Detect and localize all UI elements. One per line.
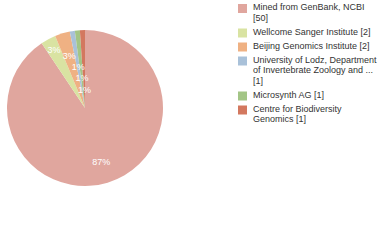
legend-label: University of Lodz, Departmentof Inverte… — [253, 55, 377, 86]
legend-swatch — [238, 4, 247, 13]
legend: Mined from GenBank, NCBI[50] Wellcome San… — [238, 2, 377, 124]
legend-swatch — [238, 29, 247, 38]
data-label: 3% — [63, 51, 76, 61]
legend-swatch — [238, 106, 247, 115]
legend-label: Wellcome Sanger Institute [2] — [253, 27, 370, 37]
legend-swatch — [238, 57, 247, 66]
data-label: 3% — [47, 45, 60, 55]
pie-slice — [7, 30, 163, 186]
legend-swatch — [238, 43, 247, 52]
data-label: 1% — [78, 85, 91, 95]
legend-swatch — [238, 92, 247, 101]
legend-label: Mined from GenBank, NCBI[50] — [253, 2, 365, 23]
data-label: 1% — [76, 73, 89, 83]
legend-label: Centre for BiodiversityGenomics [1] — [253, 104, 342, 125]
legend-label: Microsynth AG [1] — [253, 90, 324, 100]
data-labels: 87%3%3%1%1%1% — [47, 45, 110, 167]
chart: 87%3%3%1%1%1%Mined from GenBank, NCBI[50… — [0, 0, 380, 240]
pie-slice — [70, 31, 85, 108]
data-label: 87% — [92, 157, 110, 167]
pie — [7, 30, 163, 186]
legend-label: Beijing Genomics Institute [2] — [253, 41, 370, 51]
data-label: 1% — [72, 62, 85, 72]
